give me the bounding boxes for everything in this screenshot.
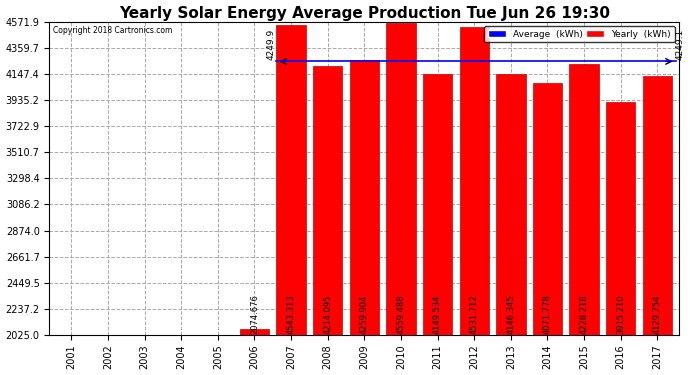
Bar — [350, 60, 379, 335]
Bar — [496, 74, 526, 335]
Text: 4249.1: 4249.1 — [676, 28, 684, 60]
Bar — [642, 76, 672, 335]
Text: 4214.095: 4214.095 — [323, 295, 333, 334]
Text: 3915.210: 3915.210 — [616, 294, 625, 334]
Text: Copyright 2018 Cartronics.com: Copyright 2018 Cartronics.com — [52, 26, 172, 35]
Bar — [569, 64, 599, 335]
Bar — [533, 83, 562, 335]
Text: 4559.488: 4559.488 — [397, 294, 406, 334]
Title: Yearly Solar Energy Average Production Tue Jun 26 19:30: Yearly Solar Energy Average Production T… — [119, 6, 610, 21]
Legend: Average  (kWh), Yearly  (kWh): Average (kWh), Yearly (kWh) — [484, 26, 675, 42]
Bar — [313, 66, 342, 335]
Bar — [277, 25, 306, 335]
Text: 4149.534: 4149.534 — [433, 294, 442, 334]
Bar — [423, 74, 452, 335]
Bar — [240, 329, 269, 335]
Text: 4071.778: 4071.778 — [543, 294, 552, 334]
Bar — [606, 102, 635, 335]
Text: 4228.218: 4228.218 — [580, 294, 589, 334]
Bar — [386, 23, 415, 335]
Text: 4259.904: 4259.904 — [360, 295, 369, 334]
Text: 4543.313: 4543.313 — [286, 294, 295, 334]
Text: 2074.676: 2074.676 — [250, 294, 259, 334]
Text: 4146.345: 4146.345 — [506, 294, 515, 334]
Text: 4129.754: 4129.754 — [653, 294, 662, 334]
Text: 4249.9: 4249.9 — [266, 28, 275, 60]
Bar — [460, 27, 489, 335]
Text: 4531.712: 4531.712 — [470, 294, 479, 334]
